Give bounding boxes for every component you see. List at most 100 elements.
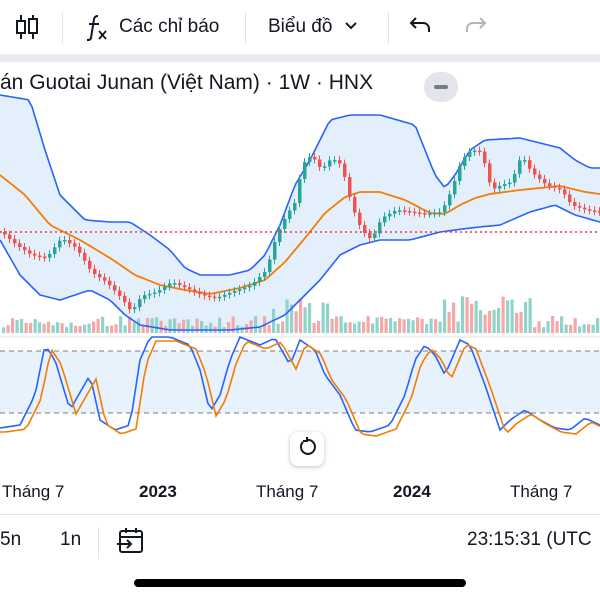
- volume-bar: [128, 316, 132, 333]
- volume-bar: [267, 324, 271, 333]
- candle-body: [248, 285, 252, 288]
- volume-bar: [479, 310, 483, 333]
- volume-bar: [2, 327, 6, 333]
- candle-body: [273, 242, 277, 260]
- volume-bar: [137, 318, 141, 333]
- volume-bar: [371, 323, 375, 333]
- candle-body: [348, 177, 352, 197]
- volume-bar: [56, 322, 60, 333]
- volume-bar: [92, 321, 96, 333]
- volume-bar: [29, 322, 33, 333]
- candle-body: [3, 232, 7, 235]
- redo-button[interactable]: [464, 0, 488, 54]
- volume-bar: [227, 322, 231, 333]
- candle-body: [363, 225, 367, 233]
- volume-bar: [258, 327, 262, 333]
- function-icon: [84, 12, 110, 42]
- volume-bar: [281, 321, 285, 333]
- time-label: Tháng 7: [256, 482, 319, 501]
- price-chart[interactable]: [0, 62, 600, 470]
- time-label-year: 2024: [393, 482, 431, 501]
- volume-bar: [177, 323, 181, 333]
- toolbar-divider: [62, 12, 63, 44]
- volume-bar: [519, 311, 523, 333]
- bollinger-basis-line: [0, 174, 600, 295]
- volume-bar: [398, 318, 402, 333]
- candle-body: [593, 210, 597, 212]
- candle-body: [308, 157, 312, 162]
- volume-bar: [335, 316, 339, 333]
- volume-bar: [123, 325, 127, 333]
- volume-bar: [528, 298, 532, 333]
- chart-type-button[interactable]: Biểu đồ: [268, 0, 358, 54]
- candle-body: [343, 163, 347, 177]
- volume-bar: [51, 325, 55, 333]
- candle-body: [598, 211, 600, 213]
- candle-body: [548, 183, 552, 186]
- candle-body: [368, 233, 372, 238]
- volume-bar: [6, 325, 10, 333]
- home-indicator: [134, 579, 466, 587]
- volume-bar: [209, 322, 213, 333]
- candle-body: [553, 186, 557, 188]
- volume-bar: [353, 323, 357, 333]
- candle-body: [263, 272, 267, 277]
- candle-body: [373, 233, 377, 238]
- candle-body: [38, 255, 42, 258]
- candle-body: [473, 150, 477, 153]
- candle-body: [203, 294, 207, 296]
- candle-body: [333, 160, 337, 162]
- top-toolbar: Các chỉ báo Biểu đồ: [0, 0, 600, 54]
- volume-bar: [83, 324, 87, 333]
- candle-body: [13, 238, 17, 244]
- stochastic-k-line: [0, 335, 600, 433]
- candle-body: [483, 151, 487, 164]
- candle-body: [338, 160, 342, 164]
- volume-bar: [339, 316, 343, 333]
- candle-body: [393, 211, 397, 214]
- candle-body: [433, 212, 437, 215]
- volume-bar: [141, 324, 145, 333]
- volume-bar: [168, 319, 172, 333]
- candle-body: [443, 205, 447, 213]
- candle-body: [418, 212, 422, 214]
- range-1n-button[interactable]: 1n: [60, 529, 82, 550]
- volume-bar: [578, 326, 582, 333]
- candle-body: [103, 277, 107, 281]
- undo-button[interactable]: [408, 0, 432, 54]
- candle-body: [88, 260, 92, 269]
- volume-bar: [132, 322, 136, 333]
- indicators-button[interactable]: Các chỉ báo: [84, 0, 219, 54]
- volume-bar: [285, 299, 289, 333]
- candle-body: [163, 286, 167, 290]
- volume-bar: [249, 320, 253, 333]
- candle-body: [8, 234, 12, 239]
- volume-bar: [69, 322, 73, 333]
- volume-bar: [312, 323, 316, 333]
- candle-body: [233, 290, 237, 293]
- volume-bar: [591, 324, 595, 333]
- volume-bar: [465, 297, 469, 333]
- volume-bar: [416, 317, 420, 333]
- collapse-legend-button[interactable]: [424, 72, 458, 102]
- volume-bar: [501, 296, 505, 333]
- candlestick-icon[interactable]: [14, 0, 44, 54]
- range-5n-button[interactable]: 5n: [0, 529, 22, 550]
- candle-body: [423, 213, 427, 215]
- candle-body: [478, 150, 482, 153]
- goto-date-button[interactable]: [116, 527, 146, 561]
- candle-body: [298, 179, 302, 203]
- candle-body: [448, 194, 452, 206]
- candle-body: [388, 213, 392, 217]
- clock-timezone[interactable]: 23:15:31 (UTC: [467, 529, 592, 550]
- candle-body: [28, 250, 32, 254]
- volume-bar: [96, 318, 100, 333]
- volume-bar: [366, 316, 370, 333]
- volume-bar: [38, 322, 42, 333]
- time-axis[interactable]: Tháng 7 2023 Tháng 7 2024 Tháng 7: [0, 470, 600, 514]
- volume-bar: [461, 296, 465, 333]
- reset-chart-button[interactable]: [290, 432, 324, 466]
- volume-bar: [330, 318, 334, 333]
- volume-bar: [11, 318, 15, 333]
- volume-bar: [425, 323, 429, 333]
